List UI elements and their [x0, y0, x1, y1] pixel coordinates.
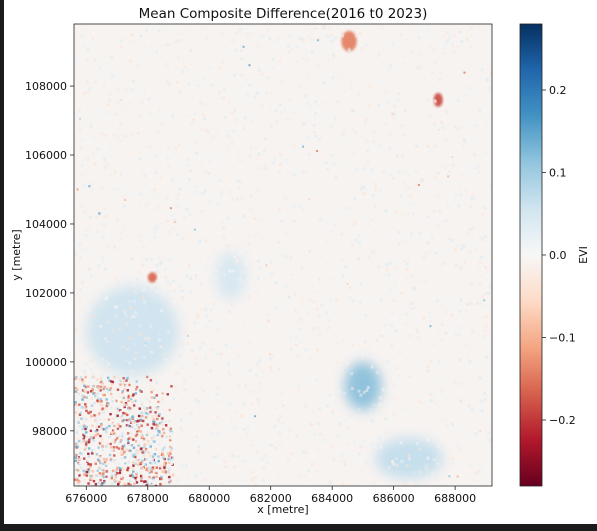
x-axis-label: x [metre]	[257, 503, 308, 516]
chart-title: Mean Composite Difference(2016 t0 2023)	[139, 6, 428, 22]
x-tick-label: 682000	[250, 492, 292, 505]
y-tick-label: 108000	[25, 80, 67, 93]
chart-figure: Mean Composite Difference(2016 t0 2023) …	[10, 6, 590, 516]
colorbar-tick-label: 0.0	[549, 249, 567, 262]
y-tick-label: 100000	[25, 356, 67, 369]
heatmap-region	[341, 30, 357, 52]
y-tick-label: 106000	[25, 149, 67, 162]
x-axis: 676000 678000 680000 682000 684000 686000 6880…	[65, 486, 476, 505]
x-tick-label: 686000	[373, 492, 415, 505]
heatmap-region	[344, 361, 382, 411]
plot-area	[74, 24, 492, 486]
colorbar-axis: 0.2 0.1 0.0 −0.1 −0.2	[542, 84, 576, 427]
y-tick-label: 98000	[32, 425, 67, 438]
colorbar-tick-label: 0.2	[549, 84, 567, 97]
colorbar-tick-label: 0.1	[549, 167, 567, 180]
y-tick-label: 102000	[25, 287, 67, 300]
heatmap-region	[86, 286, 179, 376]
y-axis-label: y [metre]	[10, 229, 23, 280]
y-axis: 98000 100000 102000 104000 106000 108000	[25, 80, 74, 438]
colorbar-tick-label: −0.1	[549, 332, 576, 345]
figure-frame: Mean Composite Difference(2016 t0 2023) …	[4, 0, 597, 524]
heatmap-region	[147, 272, 157, 283]
x-tick-label: 688000	[434, 492, 476, 505]
x-tick-label: 676000	[65, 492, 107, 505]
x-tick-label: 684000	[311, 492, 353, 505]
colorbar	[519, 23, 543, 487]
heatmap-texture	[74, 24, 492, 486]
x-tick-label: 678000	[127, 492, 169, 505]
x-tick-label: 680000	[188, 492, 230, 505]
y-tick-label: 104000	[25, 218, 67, 231]
plot-border	[73, 23, 493, 487]
colorbar-tick-label: −0.2	[549, 414, 576, 427]
heatmap-region	[433, 92, 443, 107]
colorbar-label: EVI	[577, 246, 590, 264]
heatmap-region	[215, 251, 247, 300]
